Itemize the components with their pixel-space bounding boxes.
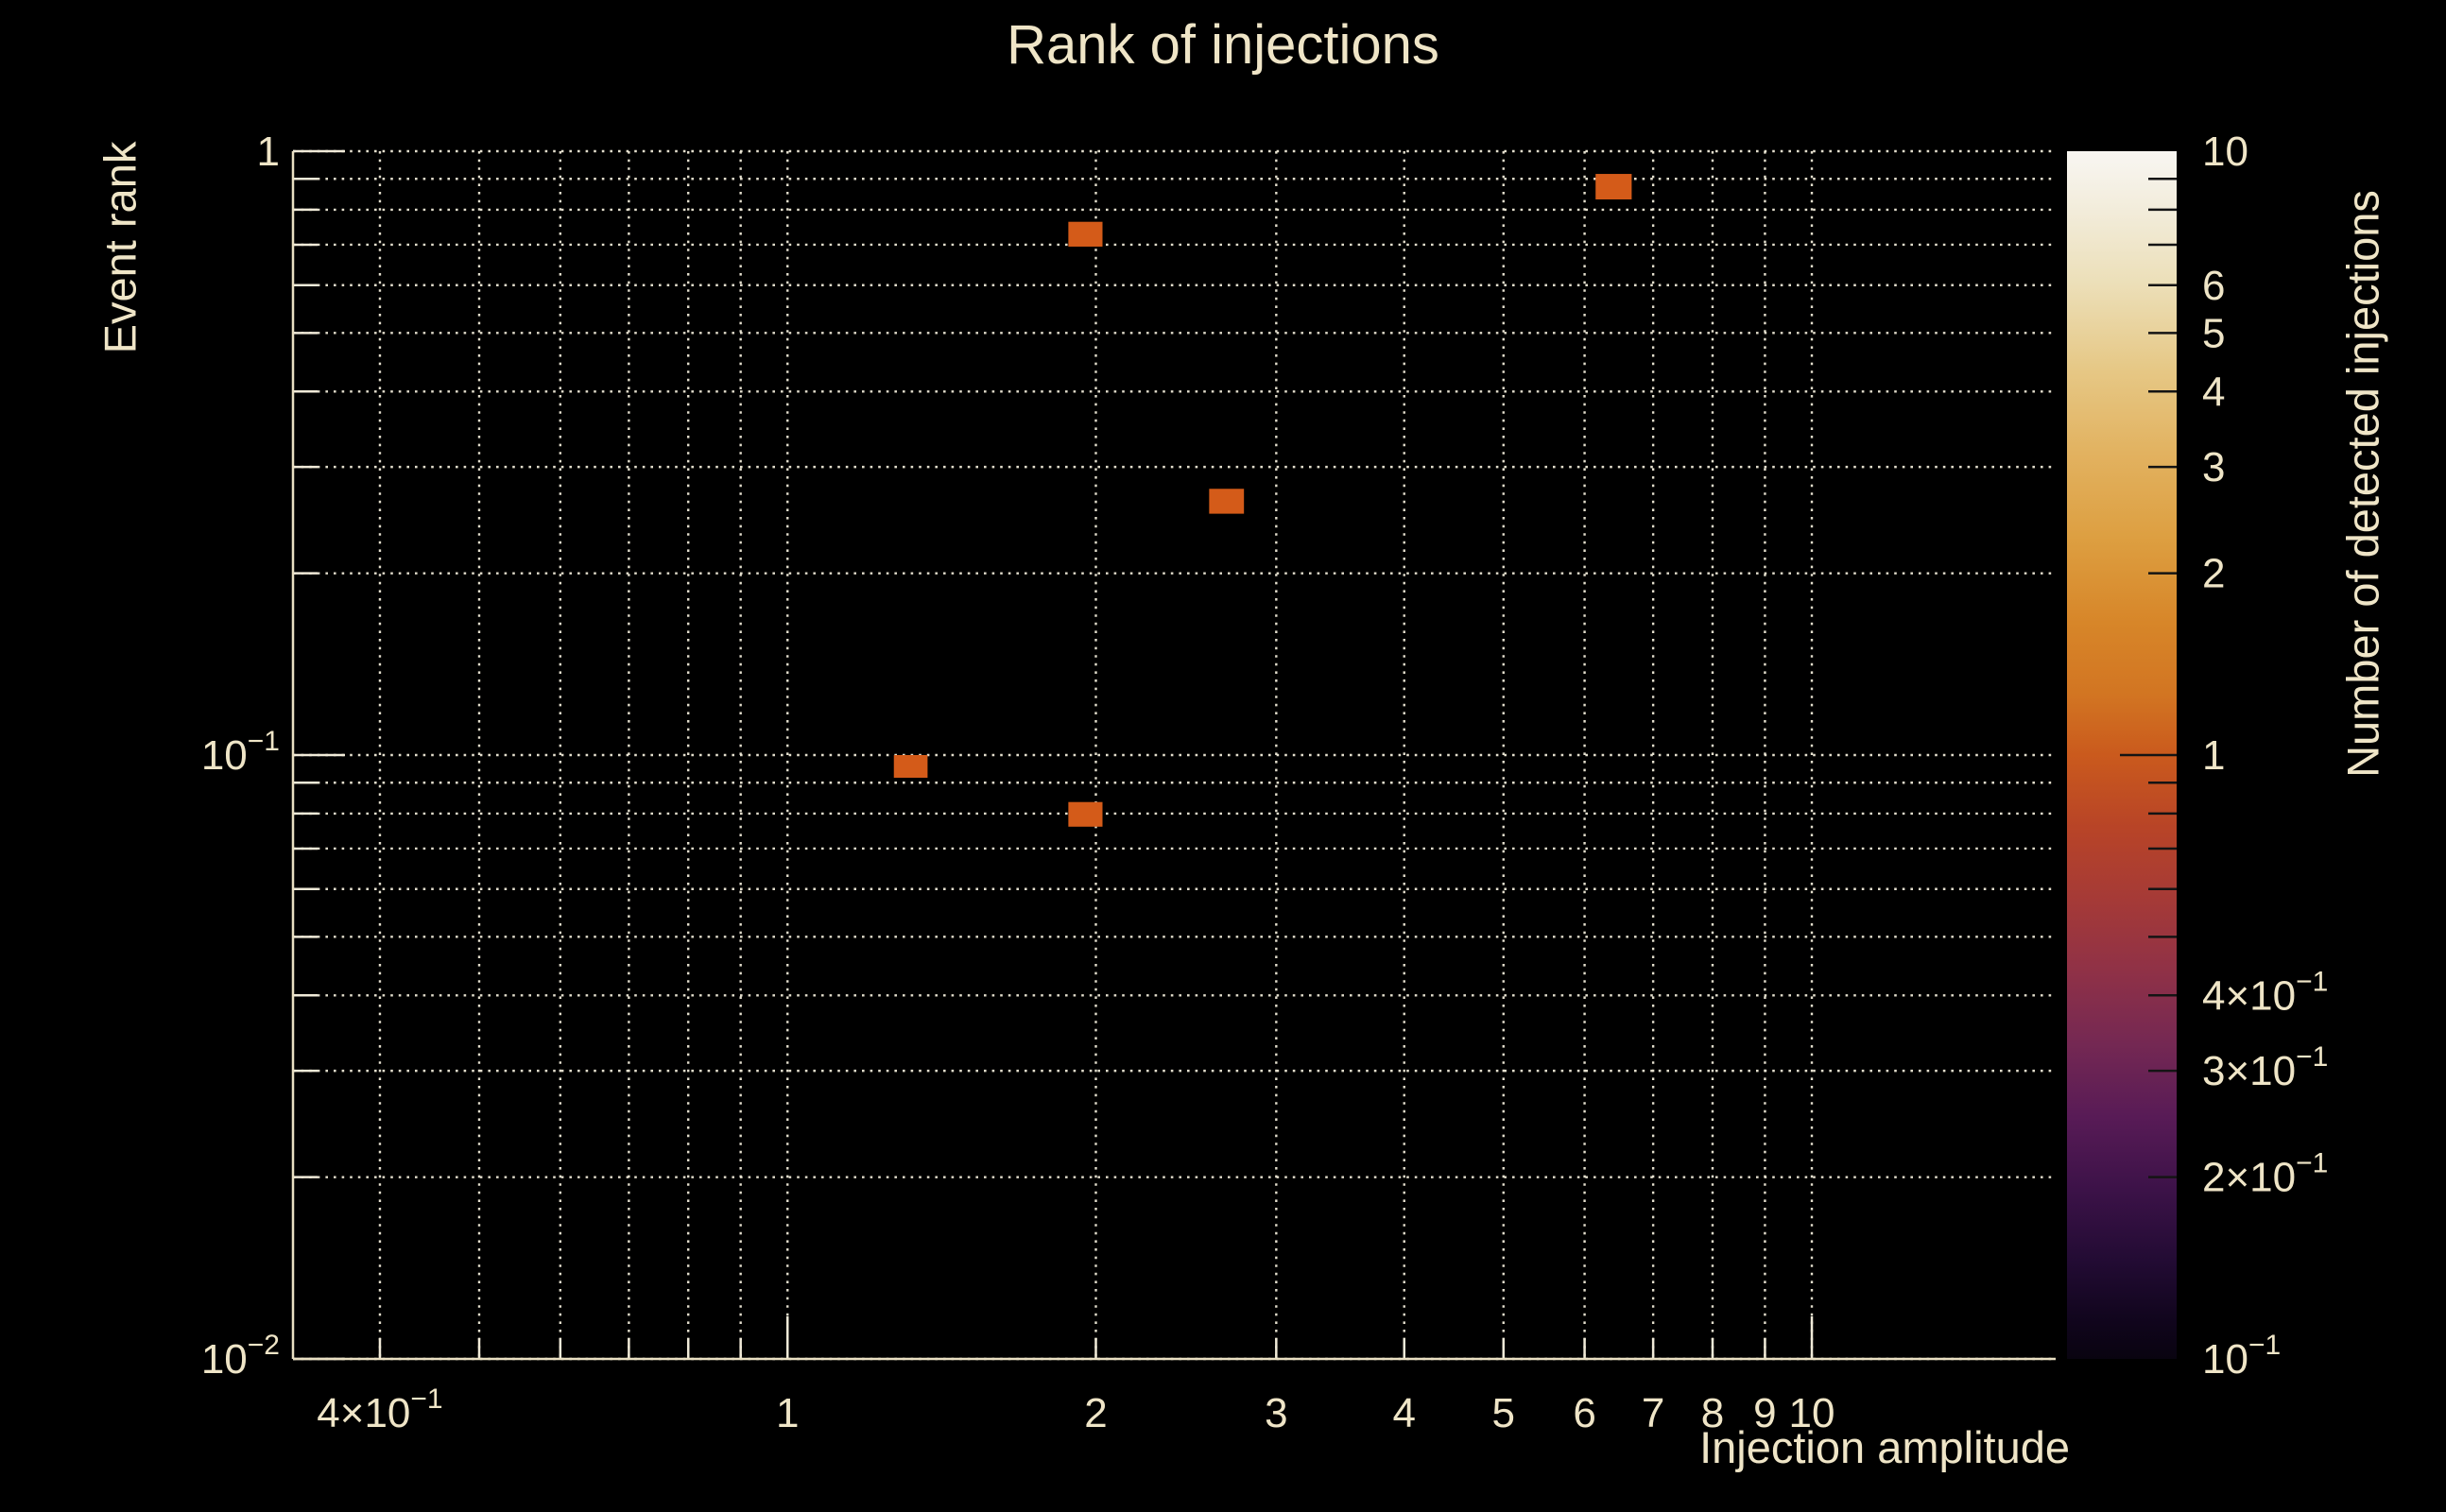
colorbar-title: Number of detected injections (2337, 190, 2388, 778)
y-tick-label: 10−1 (201, 726, 280, 779)
x-tick-label: 9 (1753, 1390, 1776, 1436)
heatmap-bin (1595, 174, 1632, 200)
x-axis-title: Injection amplitude (1699, 1422, 2070, 1472)
heatmap-bin (1068, 221, 1103, 247)
x-tick-label: 6 (1573, 1390, 1595, 1436)
colorbar-tick-label: 10−1 (2202, 1330, 2281, 1383)
x-tick-label: 5 (1492, 1390, 1515, 1436)
x-tick-label: 4 (1392, 1390, 1415, 1436)
colorbar-tick-label: 3×10−1 (2202, 1041, 2328, 1094)
heatmap-bin (1209, 489, 1245, 514)
colorbar-tick-label: 4 (2202, 369, 2225, 415)
colorbar-tick-label: 1 (2202, 732, 2225, 779)
heatmap-bin (893, 755, 928, 779)
colorbar-tick-label: 2×10−1 (2202, 1148, 2328, 1201)
heatmap-bin (1068, 801, 1103, 827)
x-tick-label: 1 (776, 1390, 799, 1436)
x-tick-label: 7 (1642, 1390, 1664, 1436)
x-tick-label: 4×10−1 (317, 1383, 442, 1436)
y-tick-label: 10−2 (201, 1330, 280, 1383)
x-tick-label: 10 (1789, 1390, 1835, 1436)
chart-title: Rank of injections (1007, 14, 1439, 76)
y-tick-label: 1 (257, 129, 280, 175)
y-axis-title: Event rank (95, 141, 146, 354)
colorbar-tick-label: 10 (2202, 129, 2248, 175)
colorbar-tick-label: 6 (2202, 263, 2225, 309)
colorbar-tick-label: 3 (2202, 444, 2225, 490)
x-tick-label: 3 (1265, 1390, 1287, 1436)
x-tick-label: 8 (1701, 1390, 1724, 1436)
colorbar-tick-label: 2 (2202, 551, 2225, 597)
colorbar-tick-label: 5 (2202, 310, 2225, 356)
colorbar-tick-label: 4×10−1 (2202, 966, 2328, 1019)
x-tick-label: 2 (1084, 1390, 1107, 1436)
